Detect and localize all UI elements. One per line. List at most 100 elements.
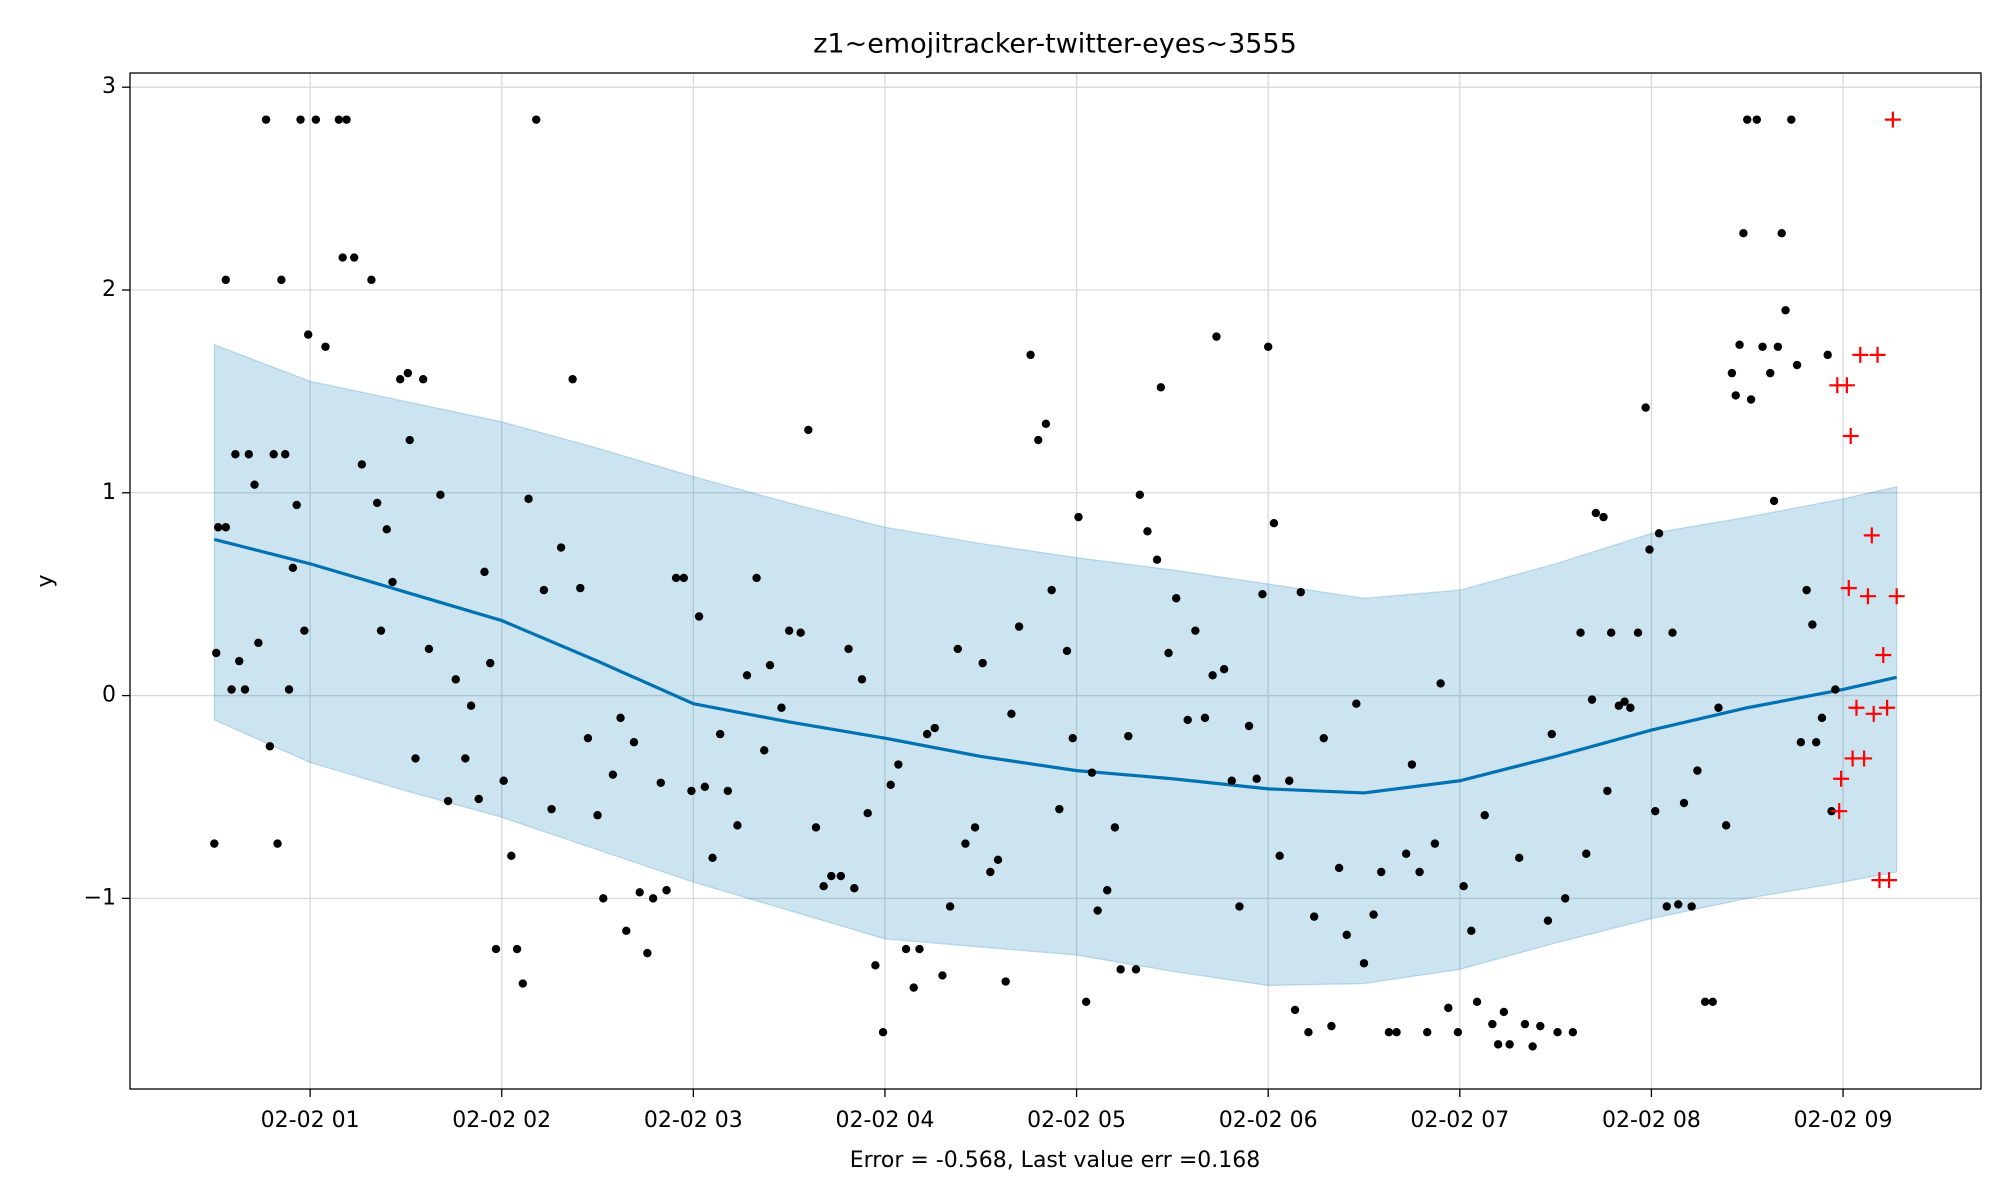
data-point xyxy=(1505,1040,1514,1049)
data-point xyxy=(288,563,298,573)
data-point xyxy=(1001,977,1010,986)
x-axis-label: Error = -0.568, Last value err =0.168 xyxy=(850,1148,1261,1173)
data-point xyxy=(231,450,240,459)
data-point xyxy=(349,253,359,262)
data-point xyxy=(863,808,872,818)
data-point xyxy=(715,729,725,739)
data-point xyxy=(1560,894,1570,903)
data-point xyxy=(1062,646,1072,656)
data-point xyxy=(486,658,495,668)
data-point xyxy=(1731,391,1740,400)
data-point xyxy=(210,839,219,848)
future-point xyxy=(1884,111,1901,128)
y-tick-label: 3 xyxy=(102,74,116,99)
future-point xyxy=(1881,872,1898,889)
data-point xyxy=(1200,713,1210,723)
data-point xyxy=(1208,671,1217,680)
x-tick-label: 02-02 03 xyxy=(644,1108,743,1133)
data-point xyxy=(1792,360,1802,370)
data-point xyxy=(970,823,980,832)
data-point xyxy=(886,780,895,790)
data-point xyxy=(643,948,652,958)
data-point xyxy=(909,983,918,992)
future-point xyxy=(1856,750,1873,767)
data-point xyxy=(1124,731,1133,741)
y-tick-label: 1 xyxy=(102,480,116,505)
axes-frame xyxy=(129,72,1982,1090)
data-point xyxy=(1392,1028,1401,1037)
data-point xyxy=(1423,1028,1432,1037)
data-point xyxy=(499,776,508,785)
data-point xyxy=(1081,997,1091,1006)
data-point xyxy=(304,330,313,339)
data-point xyxy=(1796,738,1806,747)
data-point xyxy=(1493,1040,1503,1049)
y-axis-label: y xyxy=(33,574,58,587)
data-point xyxy=(424,644,434,654)
plot-area xyxy=(210,111,1905,1051)
data-point xyxy=(930,723,939,733)
data-point xyxy=(1687,902,1696,911)
data-point xyxy=(938,971,947,980)
data-point xyxy=(819,882,828,891)
data-point xyxy=(1055,804,1064,814)
data-point xyxy=(1258,589,1267,599)
data-point xyxy=(1164,648,1173,658)
data-point xyxy=(235,656,244,666)
data-point xyxy=(261,115,271,124)
data-point xyxy=(1787,115,1796,124)
data-point xyxy=(1700,997,1710,1006)
data-point xyxy=(311,115,321,124)
data-point xyxy=(1319,733,1328,743)
data-point xyxy=(1620,697,1629,706)
data-point xyxy=(1752,115,1762,124)
data-point xyxy=(250,480,259,489)
future-point xyxy=(1831,803,1848,820)
data-point xyxy=(1823,350,1832,360)
data-point xyxy=(1480,811,1489,820)
data-point xyxy=(1766,368,1775,378)
data-point xyxy=(1116,965,1125,974)
data-point xyxy=(1802,585,1811,595)
data-point xyxy=(850,884,859,893)
future-point xyxy=(1865,705,1882,722)
future-point xyxy=(1875,647,1892,664)
data-point xyxy=(1459,882,1468,891)
data-point xyxy=(1183,715,1192,725)
chart-title: z1~emojitracker-twitter-eyes~3555 xyxy=(813,29,1297,60)
data-point xyxy=(915,944,924,954)
data-point xyxy=(1831,685,1840,694)
data-point xyxy=(1674,900,1683,909)
data-point xyxy=(556,543,566,552)
data-point xyxy=(254,638,263,648)
data-point xyxy=(524,494,533,504)
data-point xyxy=(221,275,231,285)
data-point xyxy=(1499,1007,1509,1017)
data-point xyxy=(1415,867,1424,877)
data-point xyxy=(742,671,752,680)
data-point xyxy=(1547,729,1556,739)
data-point xyxy=(1135,490,1145,500)
data-point xyxy=(1156,383,1166,392)
data-point xyxy=(1515,853,1524,863)
data-point xyxy=(1327,1021,1336,1031)
data-point xyxy=(1582,849,1591,858)
data-point xyxy=(1721,821,1731,830)
data-point xyxy=(1727,368,1737,378)
data-point xyxy=(1777,229,1786,238)
data-point xyxy=(1172,594,1181,603)
data-point xyxy=(777,703,786,712)
data-point xyxy=(1603,786,1612,796)
data-point xyxy=(1219,665,1229,674)
data-point xyxy=(1781,306,1790,315)
data-point xyxy=(679,573,688,583)
data-point xyxy=(733,821,742,830)
data-point xyxy=(334,115,344,124)
data-point xyxy=(871,961,880,970)
data-point xyxy=(1369,910,1378,919)
data-point xyxy=(1191,626,1200,635)
data-point xyxy=(1041,419,1051,429)
data-point xyxy=(1662,902,1671,911)
data-point xyxy=(1543,916,1553,925)
